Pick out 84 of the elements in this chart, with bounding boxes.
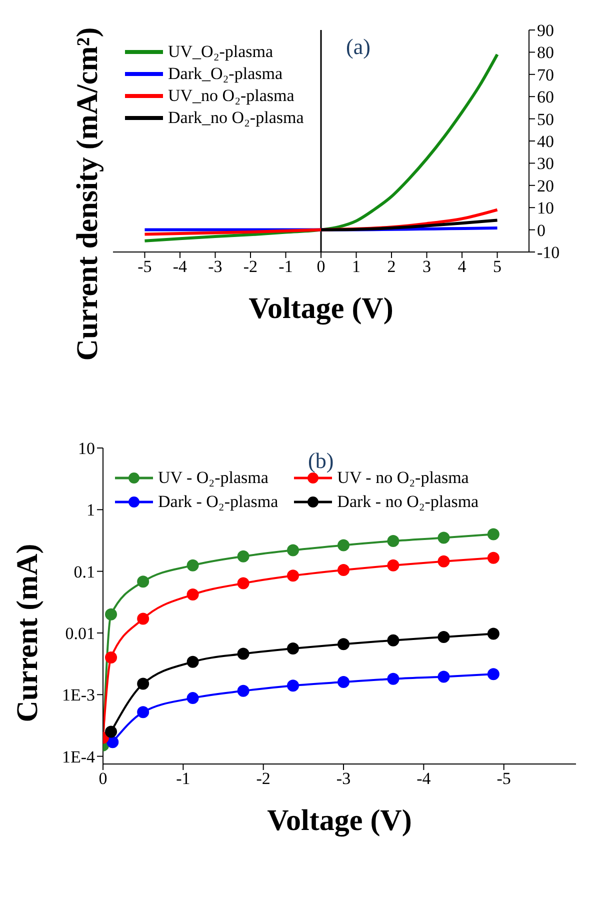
y-tick-label: 60 — [537, 88, 554, 107]
x-tick-label: -2 — [243, 257, 258, 276]
point — [137, 576, 150, 588]
y-tick-label: -10 — [537, 243, 560, 262]
x-tick-label: 3 — [422, 257, 432, 276]
y-tick-label: 10 — [78, 439, 95, 458]
y-tick-label: 1E-4 — [62, 747, 96, 766]
point — [487, 668, 500, 680]
x-tick-label: -4 — [172, 257, 188, 276]
legend-label: Dark_no O₂-plasma — [168, 108, 304, 128]
x-tick-label: 2 — [387, 257, 396, 276]
y-tick-label: 0.01 — [65, 624, 95, 644]
point — [106, 736, 119, 748]
point — [105, 652, 118, 664]
point — [338, 638, 350, 650]
point — [137, 612, 150, 625]
x-tick-label: -2 — [256, 769, 270, 788]
point — [237, 684, 250, 697]
y-tick-label: 30 — [537, 154, 554, 174]
y-tick-label: 10 — [537, 198, 554, 218]
point — [105, 608, 118, 620]
legend-label: Dark_O₂-plasma — [168, 64, 283, 84]
x-tick-label: -1 — [176, 769, 190, 788]
point — [186, 588, 199, 601]
y-tick-label: 80 — [537, 43, 554, 62]
y-tick-label: 90 — [537, 21, 554, 40]
point — [338, 564, 350, 576]
y-axis-title: Current (mA) — [11, 544, 45, 722]
legend-label: UV_O₂-plasma — [168, 42, 274, 62]
point — [338, 539, 350, 552]
y-tick-label: 1E-3 — [62, 686, 95, 705]
y-tick-label: 50 — [537, 110, 554, 129]
point — [287, 544, 299, 556]
point — [137, 706, 150, 718]
point — [287, 642, 299, 655]
point — [387, 672, 400, 685]
y-tick-label: 70 — [537, 65, 554, 84]
annotation: (a) — [346, 34, 370, 60]
point — [438, 670, 450, 683]
point — [186, 656, 199, 668]
point — [438, 555, 450, 568]
point — [487, 528, 500, 540]
x-tick-label: 1 — [352, 257, 361, 276]
x-tick-label: -5 — [138, 257, 152, 276]
point — [237, 550, 250, 562]
point — [186, 559, 199, 572]
y-tick-label: 20 — [537, 176, 554, 196]
point — [137, 678, 150, 690]
x-tick-label: -1 — [278, 257, 293, 276]
y-tick-label: 40 — [537, 132, 554, 152]
point — [487, 552, 500, 564]
point — [105, 726, 118, 738]
point — [387, 535, 400, 548]
y-tick-label: 1 — [86, 500, 95, 520]
point — [387, 634, 400, 646]
y-axis-title: Current density (mA/cm²) — [71, 27, 105, 361]
x-tick-label: 5 — [493, 257, 502, 276]
annotation: (b) — [308, 448, 334, 474]
y-tick-label: 0.1 — [74, 562, 95, 582]
point — [338, 676, 350, 688]
point — [237, 648, 250, 660]
point — [287, 570, 299, 582]
point — [186, 692, 199, 704]
x-tick-label: 4 — [458, 257, 467, 276]
legend-label: UV - O₂-plasma — [158, 468, 268, 488]
point — [237, 577, 250, 590]
legend-label: Dark - O₂-plasma — [158, 492, 278, 512]
x-axis-title: Voltage (V) — [267, 804, 412, 837]
legend-label: UV_no O₂-plasma — [168, 86, 294, 106]
x-tick-label: -3 — [336, 769, 351, 788]
point — [387, 559, 400, 572]
point — [487, 628, 500, 640]
point — [438, 631, 450, 644]
point — [287, 680, 299, 692]
point — [438, 532, 450, 544]
x-tick-label: -4 — [416, 769, 432, 788]
legend-label: UV - no O₂-plasma — [337, 468, 469, 488]
y-tick-label: 0 — [537, 220, 546, 240]
x-tick-label: -5 — [496, 769, 511, 788]
x-axis-title: Voltage (V) — [248, 292, 394, 325]
x-tick-label: 0 — [98, 769, 108, 788]
x-tick-label: 0 — [316, 257, 326, 276]
legend-label: Dark - no O₂-plasma — [337, 492, 479, 512]
x-tick-label: -3 — [208, 257, 222, 276]
